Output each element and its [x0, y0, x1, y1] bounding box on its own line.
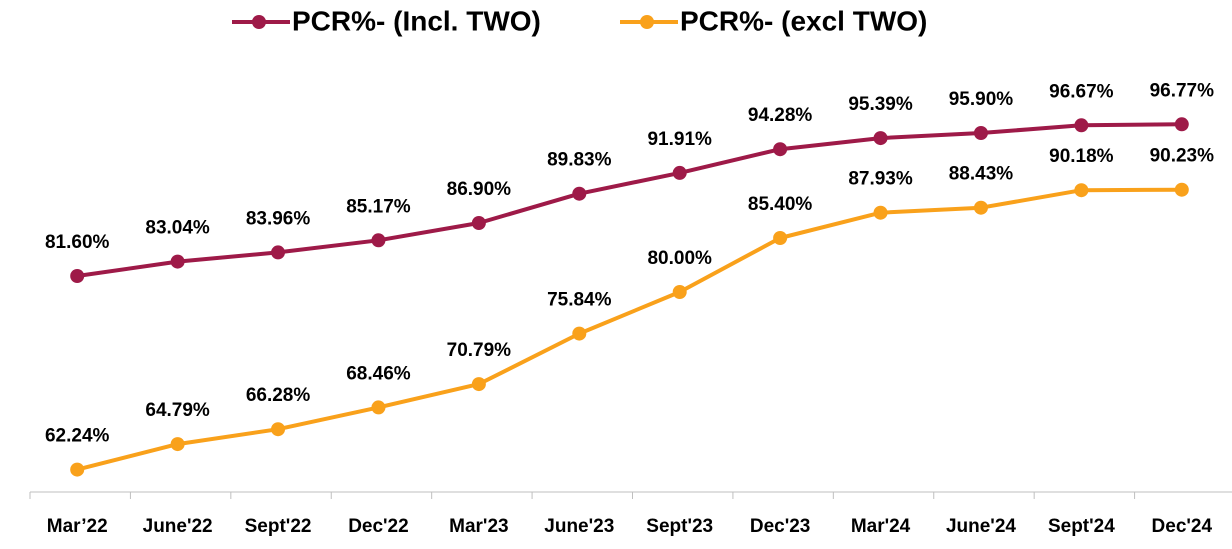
data-label: 91.91%: [647, 129, 712, 150]
data-label: 81.60%: [45, 232, 110, 253]
data-point: [773, 231, 788, 245]
data-label: 64.79%: [145, 400, 210, 421]
data-point: [371, 400, 386, 415]
data-point: [70, 462, 85, 477]
data-point: [70, 269, 85, 283]
data-label: 83.04%: [145, 218, 210, 239]
x-tick-label: Dec'24: [1152, 516, 1213, 537]
data-point: [1174, 182, 1189, 197]
data-point: [572, 326, 587, 341]
legend-label: PCR%- (excl TWO): [680, 5, 927, 36]
data-label: 95.39%: [848, 94, 913, 115]
data-label: 75.84%: [547, 290, 612, 311]
x-tick-label: Mar'24: [851, 516, 911, 537]
data-label: 68.46%: [346, 363, 411, 384]
x-tick-label: Sept'22: [245, 516, 312, 537]
x-tick-label: Sept'24: [1048, 516, 1115, 537]
data-label: 85.40%: [748, 194, 813, 215]
data-point: [471, 377, 486, 392]
data-label: 96.67%: [1049, 81, 1114, 102]
x-tick-label: Dec'22: [348, 516, 409, 537]
data-point: [1074, 183, 1089, 198]
x-tick-label: Sept'23: [646, 516, 713, 537]
data-point: [873, 205, 888, 220]
data-label: 95.90%: [949, 89, 1014, 110]
data-label: 66.28%: [246, 385, 311, 406]
data-label: 83.96%: [246, 208, 311, 229]
data-point: [1074, 118, 1089, 133]
data-point: [170, 437, 185, 452]
data-label: 90.18%: [1049, 146, 1114, 167]
x-tick-label: June'22: [143, 516, 213, 537]
data-point: [572, 186, 587, 201]
data-point: [371, 233, 386, 248]
data-point: [873, 131, 888, 146]
data-point: [773, 142, 788, 157]
data-label: 89.83%: [547, 150, 612, 171]
data-label: 70.79%: [447, 340, 512, 361]
data-point: [170, 254, 185, 269]
data-point: [271, 245, 286, 260]
data-label: 88.43%: [949, 164, 1014, 185]
data-label: 94.28%: [748, 105, 813, 126]
data-label: 86.90%: [447, 179, 512, 200]
data-label: 62.24%: [45, 426, 110, 447]
legend-marker: [252, 15, 266, 29]
x-tick-label: Dec'23: [750, 516, 811, 537]
data-label: 96.77%: [1150, 80, 1215, 101]
data-point: [973, 126, 988, 140]
x-tick-label: Mar’22: [47, 516, 108, 537]
data-point: [672, 165, 687, 180]
series-line: [76, 122, 1182, 278]
data-point: [271, 422, 286, 437]
legend-marker: [640, 15, 654, 29]
data-label: 90.23%: [1150, 146, 1215, 167]
legend-label: PCR%- (Incl. TWO): [292, 5, 541, 36]
data-label: 85.17%: [346, 196, 411, 217]
data-point: [471, 216, 486, 230]
x-tick-label: June'24: [946, 516, 1016, 537]
data-label: 80.00%: [647, 248, 712, 269]
data-point: [672, 285, 687, 299]
x-tick-label: Mar'23: [449, 516, 508, 537]
data-point: [1174, 117, 1189, 132]
data-label: 87.93%: [848, 169, 913, 190]
x-tick-label: June'23: [544, 516, 614, 537]
data-point: [973, 200, 988, 215]
series-line: [76, 187, 1182, 472]
